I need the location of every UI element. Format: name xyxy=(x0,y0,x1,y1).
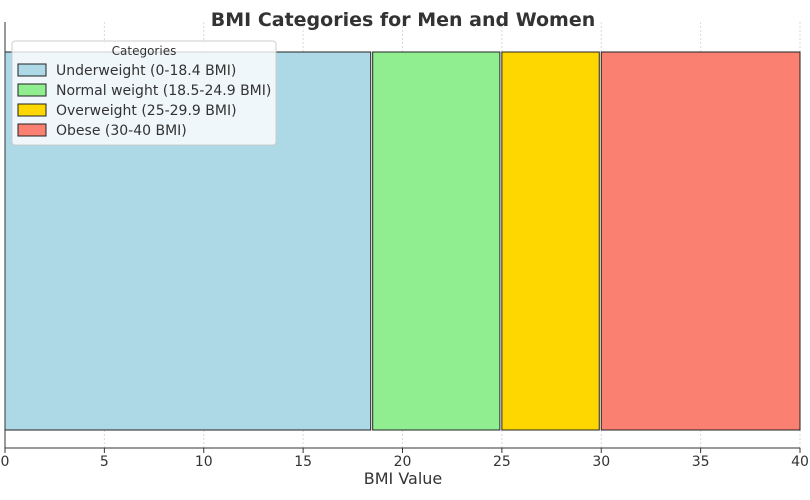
legend-swatch xyxy=(17,123,47,137)
legend-box xyxy=(11,40,277,146)
x-tick-label: 30 xyxy=(592,454,610,470)
legend-label: Overweight (25-29.9 BMI) xyxy=(56,103,237,119)
legend-label: Obese (30-40 BMI) xyxy=(56,123,187,139)
bar-segment xyxy=(600,51,801,431)
x-tick-label: 40 xyxy=(791,454,809,470)
x-tick-label: 35 xyxy=(692,454,710,470)
x-tick-label: 5 xyxy=(100,454,109,470)
chart-title: BMI Categories for Men and Women xyxy=(211,9,596,31)
x-axis-ticks: 0 5 10 15 20 25 30 35 40 xyxy=(1,448,809,470)
bars xyxy=(4,51,801,431)
bar-segment xyxy=(501,51,600,431)
legend-swatch xyxy=(17,103,47,117)
legend: Categories Underweight (0-18.4 BMI) Norma… xyxy=(11,40,277,146)
legend-label: Normal weight (18.5-24.9 BMI) xyxy=(56,83,271,99)
legend-label: Underweight (0-18.4 BMI) xyxy=(56,63,236,79)
legend-swatch xyxy=(17,83,47,97)
x-tick-label: 25 xyxy=(493,454,511,470)
legend-swatch xyxy=(17,63,47,77)
bar-segment xyxy=(372,51,501,431)
x-tick-label: 15 xyxy=(294,454,312,470)
x-tick-label: 10 xyxy=(195,454,213,470)
x-axis-label: BMI Value xyxy=(364,469,443,488)
legend-title: Categories xyxy=(112,44,177,58)
x-tick-label: 0 xyxy=(1,454,10,470)
x-tick-label: 20 xyxy=(394,454,412,470)
legend-items: Underweight (0-18.4 BMI) Normal weight (1… xyxy=(17,63,271,139)
